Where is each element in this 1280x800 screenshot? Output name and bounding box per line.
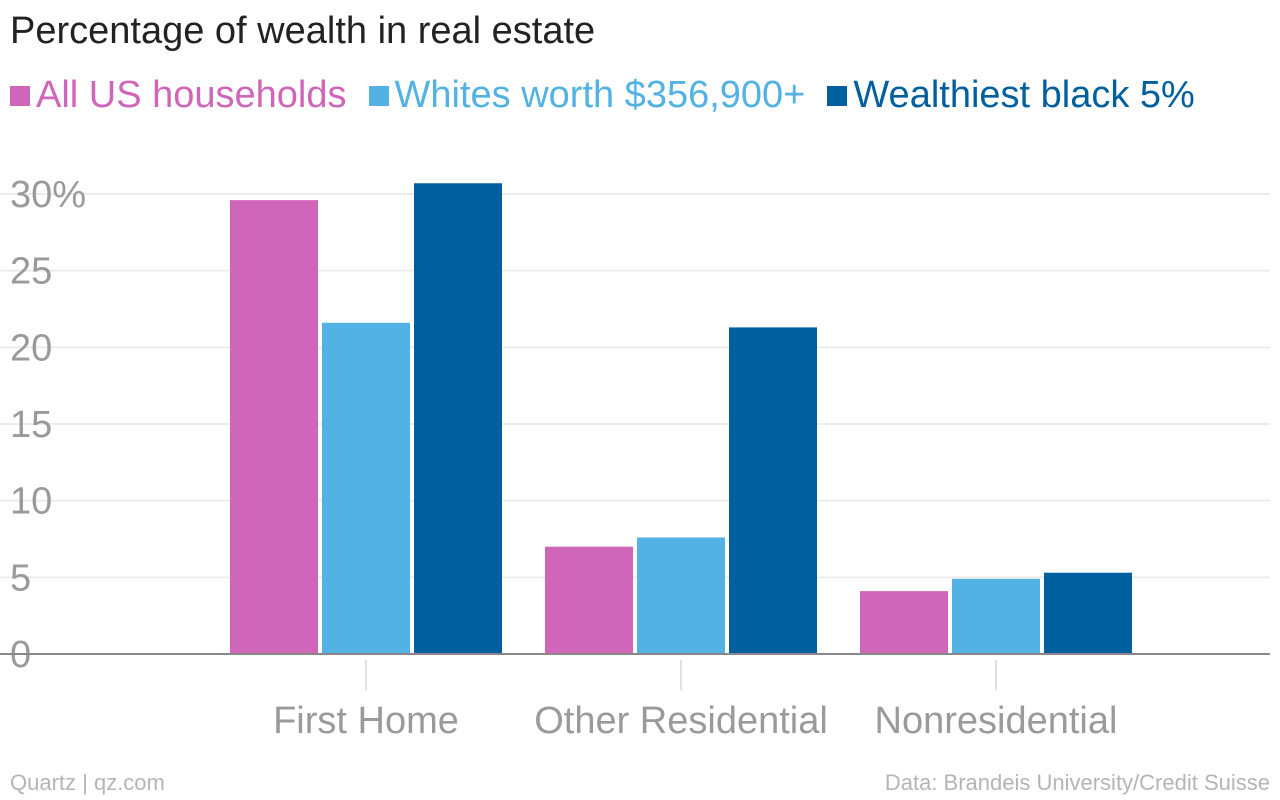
x-tick-label: Other Residential xyxy=(534,700,828,742)
y-tick-label: 25 xyxy=(10,251,52,293)
legend-label-whites: Whites worth $356,900+ xyxy=(394,74,806,116)
footer-source: Data: Brandeis University/Credit Suisse xyxy=(884,770,1270,795)
bar-1-0 xyxy=(545,546,633,654)
legend-item-all-us: All US households xyxy=(10,74,347,117)
y-tick-label: 5 xyxy=(10,557,31,599)
bar-0-1 xyxy=(322,322,410,654)
bar-1-1 xyxy=(637,537,725,654)
y-tick-label: 10 xyxy=(10,481,52,523)
bar-2-0 xyxy=(860,591,948,654)
legend-item-whites: Whites worth $356,900+ xyxy=(368,74,806,117)
x-tick-label: Nonresidential xyxy=(875,700,1118,742)
legend-label-black: Wealthiest black 5% xyxy=(853,74,1195,116)
y-tick-label: 15 xyxy=(10,404,52,446)
legend-swatch-black xyxy=(827,85,848,106)
footer-credit: Quartz | qz.com xyxy=(10,770,165,795)
y-tick-label: 20 xyxy=(10,327,52,369)
legend-swatch-all-us xyxy=(10,85,30,106)
chart-title: Percentage of wealth in real estate xyxy=(10,10,596,52)
legend-swatch-whites xyxy=(368,85,389,106)
legend-item-black: Wealthiest black 5% xyxy=(827,74,1195,117)
x-tick-label: First Home xyxy=(273,700,459,742)
bar-2-2 xyxy=(1044,572,1132,654)
bar-2-1 xyxy=(952,578,1040,654)
legend: All US households Whites worth $356,900+… xyxy=(10,74,1217,117)
bar-1-2 xyxy=(729,327,817,654)
legend-label-all-us: All US households xyxy=(36,74,347,116)
bar-0-0 xyxy=(230,200,318,654)
bar-0-2 xyxy=(414,183,502,654)
y-tick-label: 30% xyxy=(10,174,86,216)
